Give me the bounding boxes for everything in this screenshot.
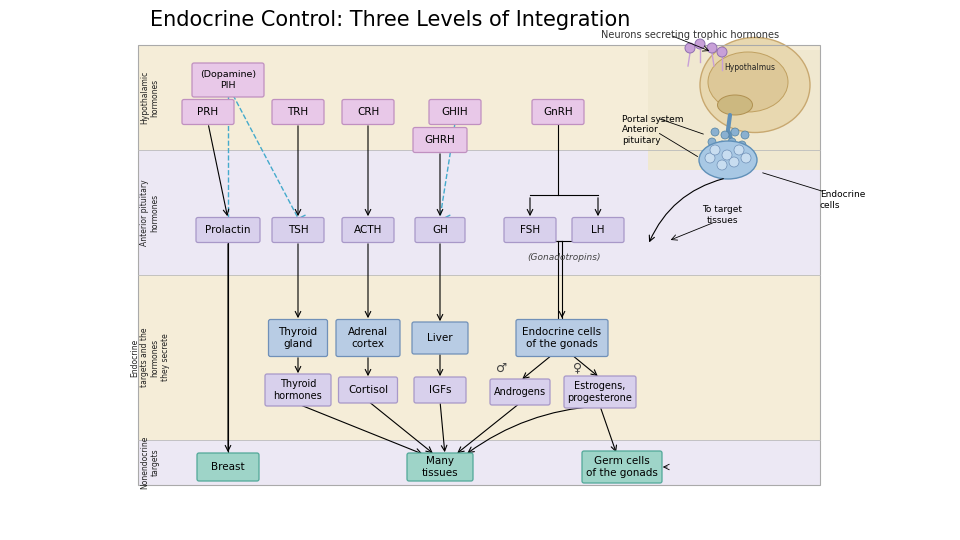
Text: Breast: Breast <box>211 462 245 472</box>
FancyBboxPatch shape <box>490 379 550 405</box>
FancyBboxPatch shape <box>504 218 556 242</box>
Text: Anterior pituitary
hormones: Anterior pituitary hormones <box>140 179 159 246</box>
FancyBboxPatch shape <box>342 99 394 125</box>
Text: FSH: FSH <box>520 225 540 235</box>
Text: ♀: ♀ <box>573 361 583 375</box>
Text: LH: LH <box>591 225 605 235</box>
FancyBboxPatch shape <box>272 99 324 125</box>
Circle shape <box>711 128 719 136</box>
Circle shape <box>731 128 739 136</box>
Circle shape <box>707 43 717 53</box>
Circle shape <box>718 141 726 149</box>
Circle shape <box>734 145 744 155</box>
FancyBboxPatch shape <box>196 218 260 242</box>
Circle shape <box>716 151 724 159</box>
Text: Many
tissues: Many tissues <box>421 456 458 478</box>
FancyBboxPatch shape <box>265 374 331 406</box>
Text: Endocrine Control: Three Levels of Integration: Endocrine Control: Three Levels of Integ… <box>150 10 630 30</box>
Text: Hypothalamic
hormones: Hypothalamic hormones <box>140 71 159 124</box>
Circle shape <box>708 138 716 146</box>
Text: GnRH: GnRH <box>543 107 573 117</box>
Text: PRH: PRH <box>198 107 219 117</box>
Text: Neurons secreting trophic hormones: Neurons secreting trophic hormones <box>601 30 780 40</box>
Text: Estrogens,
progesterone: Estrogens, progesterone <box>567 381 633 403</box>
Bar <box>138 45 820 485</box>
Text: Portal system: Portal system <box>622 116 684 125</box>
Text: Endocrine
cells: Endocrine cells <box>820 190 865 210</box>
Text: Thyroid
gland: Thyroid gland <box>278 327 318 349</box>
Text: Androgens: Androgens <box>494 387 546 397</box>
Ellipse shape <box>717 95 753 115</box>
FancyBboxPatch shape <box>269 320 327 356</box>
Circle shape <box>741 131 749 139</box>
Bar <box>138 440 820 485</box>
FancyBboxPatch shape <box>342 218 394 242</box>
Text: Liver: Liver <box>427 333 453 343</box>
Text: ♂: ♂ <box>496 361 508 375</box>
Ellipse shape <box>708 52 788 112</box>
Circle shape <box>726 148 734 156</box>
FancyBboxPatch shape <box>414 377 466 403</box>
Text: IGFs: IGFs <box>429 385 451 395</box>
FancyBboxPatch shape <box>429 99 481 125</box>
Text: Germ cells
of the gonads: Germ cells of the gonads <box>586 456 658 478</box>
Circle shape <box>710 145 720 155</box>
Ellipse shape <box>700 37 810 132</box>
Ellipse shape <box>699 141 757 179</box>
FancyBboxPatch shape <box>336 320 400 356</box>
Text: TSH: TSH <box>288 225 308 235</box>
Circle shape <box>729 157 739 167</box>
Text: GHIH: GHIH <box>442 107 468 117</box>
Circle shape <box>706 148 714 156</box>
FancyBboxPatch shape <box>582 451 662 483</box>
FancyBboxPatch shape <box>564 376 636 408</box>
Text: GH: GH <box>432 225 448 235</box>
Circle shape <box>738 141 746 149</box>
Circle shape <box>741 153 751 163</box>
FancyBboxPatch shape <box>407 453 473 481</box>
Text: TRH: TRH <box>287 107 308 117</box>
Circle shape <box>722 150 732 160</box>
Text: Adrenal
cortex: Adrenal cortex <box>348 327 388 349</box>
Text: Prolactin: Prolactin <box>205 225 251 235</box>
Text: Endocrine cells
of the gonads: Endocrine cells of the gonads <box>522 327 602 349</box>
FancyBboxPatch shape <box>532 99 584 125</box>
Text: Cortisol: Cortisol <box>348 385 388 395</box>
Bar <box>138 275 820 440</box>
FancyBboxPatch shape <box>413 127 467 152</box>
FancyBboxPatch shape <box>572 218 624 242</box>
FancyBboxPatch shape <box>182 99 234 125</box>
Circle shape <box>717 160 727 170</box>
Text: ACTH: ACTH <box>354 225 382 235</box>
Circle shape <box>721 131 729 139</box>
Text: Endocrine
targets and the
hormones
they secrete: Endocrine targets and the hormones they … <box>130 328 170 387</box>
Circle shape <box>728 138 736 146</box>
Bar <box>138 45 820 150</box>
Circle shape <box>717 47 727 57</box>
Bar <box>648 50 820 170</box>
Text: Thyroid
hormones: Thyroid hormones <box>274 379 323 401</box>
FancyBboxPatch shape <box>339 377 397 403</box>
Circle shape <box>736 151 744 159</box>
FancyBboxPatch shape <box>272 218 324 242</box>
Text: (Dopamine)
PIH: (Dopamine) PIH <box>200 70 256 90</box>
FancyBboxPatch shape <box>516 320 608 356</box>
Text: Anterior
pituitary: Anterior pituitary <box>622 125 660 145</box>
Circle shape <box>695 39 705 49</box>
FancyBboxPatch shape <box>415 218 465 242</box>
FancyBboxPatch shape <box>192 63 264 97</box>
Text: GHRH: GHRH <box>424 135 455 145</box>
Text: Hypothalmus: Hypothalmus <box>725 64 776 72</box>
FancyBboxPatch shape <box>197 453 259 481</box>
Bar <box>138 150 820 275</box>
Text: To target
tissues: To target tissues <box>702 205 742 225</box>
Text: Nonendocrine
targets: Nonendocrine targets <box>140 436 159 489</box>
Circle shape <box>685 43 695 53</box>
FancyBboxPatch shape <box>412 322 468 354</box>
Circle shape <box>705 153 715 163</box>
Text: CRH: CRH <box>357 107 379 117</box>
Text: (Gonadotropins): (Gonadotropins) <box>527 253 601 262</box>
